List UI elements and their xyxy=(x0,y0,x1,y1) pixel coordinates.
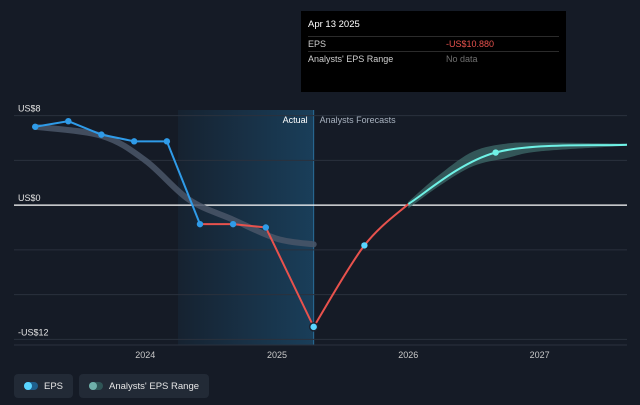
tooltip-date: Apr 13 2025 xyxy=(308,19,360,30)
tooltip-row-range: Analysts' EPS Range No data xyxy=(308,51,559,66)
eps-point xyxy=(308,322,319,332)
eps-point xyxy=(65,117,72,125)
forecasts-label: Analysts Forecasts xyxy=(320,115,397,125)
x-tick-label: 2025 xyxy=(267,350,287,360)
legend: EPS Analysts' EPS Range xyxy=(14,374,210,398)
legend-range-label: Analysts' EPS Range xyxy=(109,380,200,392)
eps-point xyxy=(262,224,270,231)
eps-actual-line-blue xyxy=(35,120,201,225)
tooltip-range-value: No data xyxy=(446,54,478,64)
x-tick-label: 2026 xyxy=(398,350,418,360)
eps-point xyxy=(32,123,39,130)
y-tick-label: US$0 xyxy=(18,193,41,203)
forecast-line-negative xyxy=(312,203,409,328)
legend-eps-button[interactable]: EPS xyxy=(14,374,74,398)
forecast-point xyxy=(361,242,368,249)
y-tick-label: US$8 xyxy=(18,104,41,114)
tooltip: Apr 13 2025 EPS -US$10.880 Analysts' EPS… xyxy=(301,11,566,92)
forecast-point xyxy=(492,149,499,156)
eps-point xyxy=(196,220,204,228)
forecast-range-band xyxy=(408,142,627,209)
tooltip-range-label: Analysts' EPS Range xyxy=(308,54,394,64)
x-tick-label: 2024 xyxy=(135,350,155,360)
x-tick-label: 2027 xyxy=(530,350,550,360)
tooltip-eps-label: EPS xyxy=(308,39,327,49)
tooltip-eps-value: -US$10.880 xyxy=(446,39,495,49)
y-tick-label: -US$12 xyxy=(18,327,49,337)
eps-actual-line-red xyxy=(199,223,315,328)
actual-label: Actual xyxy=(283,115,308,125)
range-legend-icon xyxy=(89,382,104,390)
eps-point xyxy=(98,131,105,138)
eps-point xyxy=(130,138,138,145)
legend-range-button[interactable]: Analysts' EPS Range xyxy=(79,374,210,398)
eps-legend-icon xyxy=(24,382,38,390)
legend-eps-label: EPS xyxy=(44,380,64,392)
eps-point xyxy=(229,220,237,228)
eps-point xyxy=(163,138,171,145)
tooltip-row-eps: EPS -US$10.880 xyxy=(308,36,559,51)
